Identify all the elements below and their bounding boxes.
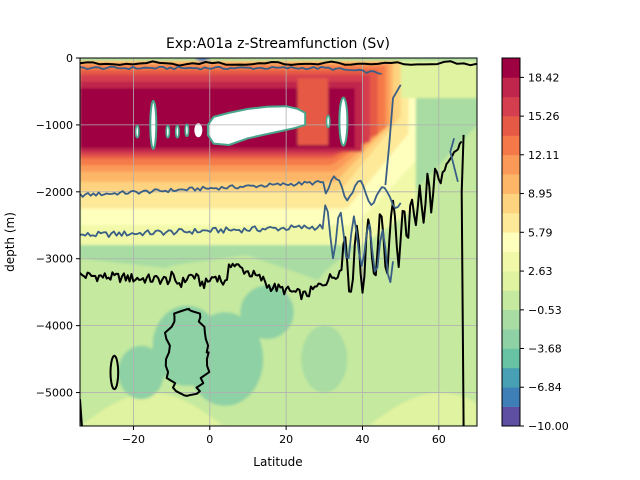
colorbar-tick-label: 2.63 [528, 265, 553, 278]
colorbar-level [502, 116, 520, 136]
contour-zero-floor [80, 140, 463, 301]
contour-zero-surface [80, 60, 477, 67]
deep-cell-5 [301, 325, 348, 393]
colorbar-level [502, 406, 520, 427]
field-gap [297, 78, 329, 145]
deep-cell-4 [118, 345, 164, 400]
colorbar-tick-label: 18.42 [528, 71, 560, 84]
x-tick-label: 0 [206, 433, 213, 446]
y-tick-label: −4000 [36, 320, 73, 333]
colorbar-level [502, 193, 520, 214]
max-cell-small [194, 123, 203, 138]
contour-20-small [165, 124, 171, 139]
colorbar-level [502, 154, 520, 175]
colorbar-tick-label: −6.84 [528, 381, 562, 394]
colorbar-tick-label: −0.53 [528, 304, 562, 317]
field-level-1 [80, 392, 477, 426]
plot-frame [79, 57, 478, 427]
colorbar-tick-label: −10.00 [528, 420, 569, 433]
x-tick-label: 60 [432, 433, 446, 446]
colorbar-level [502, 251, 520, 272]
contour-20-small [174, 124, 180, 139]
contour-10-north [384, 84, 402, 186]
chart-title: Exp:A01a z-Streamfunction (Sv) [166, 36, 390, 52]
colorbar-tick-label: −3.68 [528, 342, 562, 355]
y-tick-label: −3000 [36, 253, 73, 266]
streamfunction-field [80, 58, 477, 426]
y-axis: 0 −1000 −2000 −3000 −4000 −5000 [36, 52, 80, 400]
colorbar-level [502, 367, 520, 388]
contour-lines [80, 60, 477, 426]
y-tick-label: 0 [66, 52, 73, 65]
y-tick-label: −1000 [36, 119, 73, 132]
x-axis-label: Latitude [253, 455, 302, 469]
colorbar-level [502, 96, 520, 117]
grid [80, 58, 477, 426]
colorbar-level [502, 387, 520, 407]
colorbar-level [502, 232, 520, 252]
colorbar-level [502, 58, 520, 78]
y-tick-label: −2000 [36, 186, 73, 199]
colorbar-level [502, 348, 520, 369]
contour-zero-north [460, 134, 465, 426]
colorbar-level [502, 271, 520, 291]
contour-20-west [149, 99, 158, 150]
y-tick-label: −5000 [36, 387, 73, 400]
x-tick-label: 40 [355, 433, 369, 446]
colorbar-tick-label: 8.95 [528, 188, 553, 201]
contour-20-small [184, 123, 190, 138]
y-axis-label: depth (m) [3, 212, 17, 272]
max-cell-core [207, 106, 306, 145]
contour-10-top [80, 65, 382, 75]
contour-20-small [134, 124, 140, 139]
contour-zero-deep-2 [109, 354, 120, 391]
x-tick-label: 20 [279, 433, 293, 446]
colorbar-tick-label: 12.11 [528, 149, 560, 162]
contour-10 [80, 175, 402, 209]
colorbar-level [502, 174, 520, 194]
colorbar-level [502, 77, 520, 98]
contour-20-core [206, 105, 307, 146]
colorbar: 18.42 15.26 12.11 8.95 5.79 2.63 −0.53 −3.68 −6.… [501, 57, 569, 433]
plot-area: −20 0 20 40 60 0 −1000 −2000 −3000 −4000 −5000 [36, 52, 478, 446]
colorbar-tick-label: 5.79 [528, 226, 553, 239]
colorbar-level [502, 329, 520, 349]
contour-5 [80, 204, 394, 284]
x-tick-label: −20 [122, 433, 145, 446]
colorbar-level [502, 212, 520, 233]
max-cell-east [339, 97, 348, 146]
colorbar-level [502, 309, 520, 330]
contour-20-small [325, 114, 331, 129]
contour-high-lat [449, 138, 459, 183]
contour-zero-deep-1 [164, 307, 211, 397]
contour-20-east [338, 96, 349, 147]
colorbar-frame [501, 57, 521, 427]
surface-cell [195, 58, 210, 62]
colorbar-tick-label: 15.26 [528, 110, 560, 123]
colorbar-level [502, 135, 520, 156]
colorbar-level [502, 290, 520, 311]
x-axis: −20 0 20 40 60 [122, 426, 446, 446]
